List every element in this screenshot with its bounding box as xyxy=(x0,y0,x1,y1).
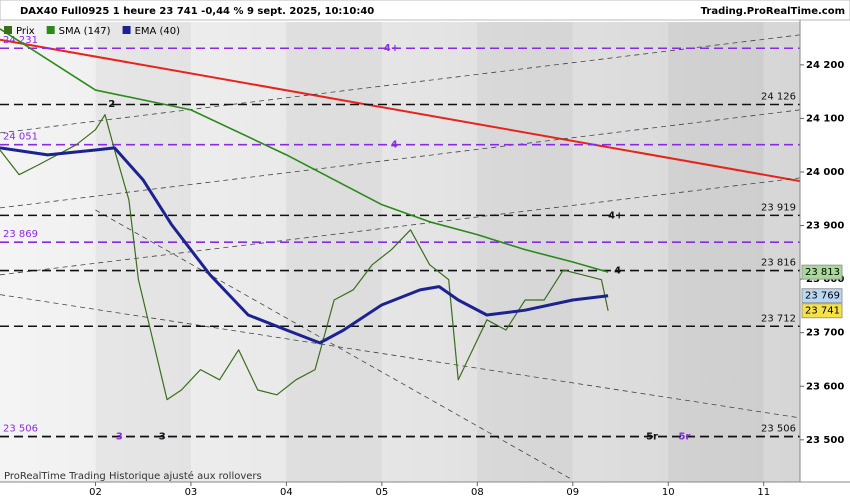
series-line xyxy=(0,146,609,345)
level-label: 23 919 xyxy=(761,202,796,213)
x-tick-label: 10 xyxy=(662,487,675,498)
price-tag xyxy=(801,303,843,319)
level-label: 23 506 xyxy=(761,424,796,435)
price-tag xyxy=(801,288,843,304)
price-tag-label: 23 813 xyxy=(805,267,840,278)
y-tick-label: 24 100 xyxy=(806,113,844,124)
level-label: 23 869 xyxy=(3,229,38,240)
y-tick-label: 23 600 xyxy=(806,381,844,392)
legend-label: EMA (40) xyxy=(135,26,181,37)
day-stripe xyxy=(477,22,573,482)
day-stripe xyxy=(668,22,764,482)
legend-swatch xyxy=(46,26,55,34)
level-label: 23 712 xyxy=(761,313,796,324)
annotation: 2 xyxy=(108,99,115,110)
day-stripe xyxy=(286,22,382,482)
annotation: 4 xyxy=(391,140,398,151)
x-tick-label: 09 xyxy=(566,487,579,498)
price-tag xyxy=(801,264,843,280)
y-tick-label: 24 000 xyxy=(806,167,844,178)
level-label: 24 051 xyxy=(3,132,38,143)
trendline xyxy=(95,209,573,481)
y-tick-label: 23 700 xyxy=(806,328,844,339)
x-tick-label: 08 xyxy=(471,487,484,498)
annotation: 4+ xyxy=(384,43,399,54)
annotation: 5r xyxy=(646,432,658,443)
legend-swatch xyxy=(122,26,131,34)
level-label: 24 231 xyxy=(3,35,38,46)
y-tick-label: 23 900 xyxy=(806,221,844,232)
level-label: 23 816 xyxy=(761,258,796,269)
legend-swatch xyxy=(4,26,12,34)
level-label: 23 506 xyxy=(3,424,38,435)
chart-title: DAX40 Full0925 1 heure 23 741 -0,44 % 9 … xyxy=(20,6,374,17)
series-line xyxy=(0,114,609,401)
y-tick-label: 23 500 xyxy=(806,435,844,446)
footer: ProRealTime Trading Historique ajusté au… xyxy=(4,470,262,482)
y-tick-label: 24 200 xyxy=(806,60,844,71)
legend-label: SMA (147) xyxy=(59,26,111,37)
annotation: 5r xyxy=(679,432,691,443)
annotation: 4 xyxy=(614,266,621,277)
annotation: 4+ xyxy=(608,210,623,221)
day-stripe xyxy=(95,22,191,482)
price-tag-label: 23 769 xyxy=(805,291,840,302)
x-tick-label: 02 xyxy=(89,487,102,498)
annotation: 3 xyxy=(159,432,166,443)
x-tick-label: 11 xyxy=(757,487,770,498)
x-tick-label: 03 xyxy=(185,487,198,498)
annotation: 3 xyxy=(116,432,123,443)
trendline xyxy=(0,38,800,183)
series-line xyxy=(0,28,609,273)
price-tag-label: 23 741 xyxy=(805,306,840,317)
source: Trading.ProRealTime.com xyxy=(701,6,845,17)
x-tick-label: 04 xyxy=(280,487,293,498)
x-tick-label: 05 xyxy=(375,487,388,498)
legend-label: Prix xyxy=(16,26,35,37)
level-label: 24 126 xyxy=(761,91,796,102)
header xyxy=(0,0,850,21)
